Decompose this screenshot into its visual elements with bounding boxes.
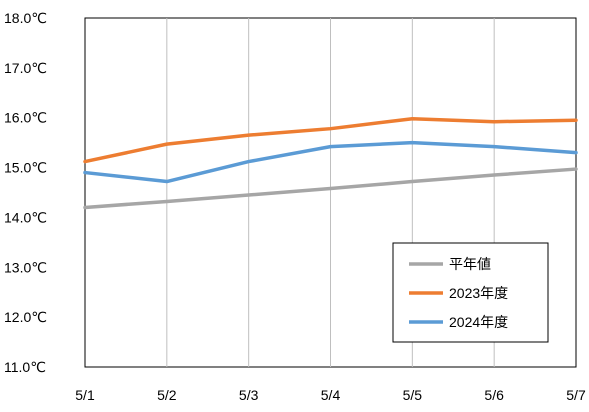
x-tick-label: 5/1 xyxy=(75,387,95,403)
y-tick-label: 16.0℃ xyxy=(4,110,47,126)
series-line-1 xyxy=(83,116,578,164)
y-tick-label: 12.0℃ xyxy=(4,309,47,325)
y-tick-label: 11.0℃ xyxy=(4,359,46,375)
y-tick-label: 14.0℃ xyxy=(4,209,47,225)
legend-label-1: 2023年度 xyxy=(449,285,508,301)
series-line-2 xyxy=(83,140,578,184)
series-line-0 xyxy=(83,167,578,210)
legend: 平年値 2023年度 2024年度 xyxy=(392,242,549,343)
x-tick-label: 5/6 xyxy=(484,387,504,403)
x-tick-label: 5/7 xyxy=(566,387,586,403)
y-tick-label: 15.0℃ xyxy=(4,160,47,176)
series-lines xyxy=(83,116,578,210)
x-tick-label: 5/3 xyxy=(239,387,259,403)
x-tick-label: 5/5 xyxy=(403,387,423,403)
x-tick-label: 5/4 xyxy=(321,387,341,403)
y-tick-label: 17.0℃ xyxy=(4,60,47,76)
legend-label-2: 2024年度 xyxy=(449,314,508,330)
x-axis-ticks: 5/1 5/2 5/3 5/4 5/5 5/6 5/7 xyxy=(75,387,586,403)
y-axis-ticks: 11.0℃ 12.0℃ 13.0℃ 14.0℃ 15.0℃ 16.0℃ 17.0℃ 18.0℃ xyxy=(4,10,47,375)
x-tick-label: 5/2 xyxy=(157,387,177,403)
y-tick-label: 18.0℃ xyxy=(4,10,47,26)
y-tick-label: 13.0℃ xyxy=(4,259,47,275)
legend-label-0: 平年値 xyxy=(449,256,491,272)
